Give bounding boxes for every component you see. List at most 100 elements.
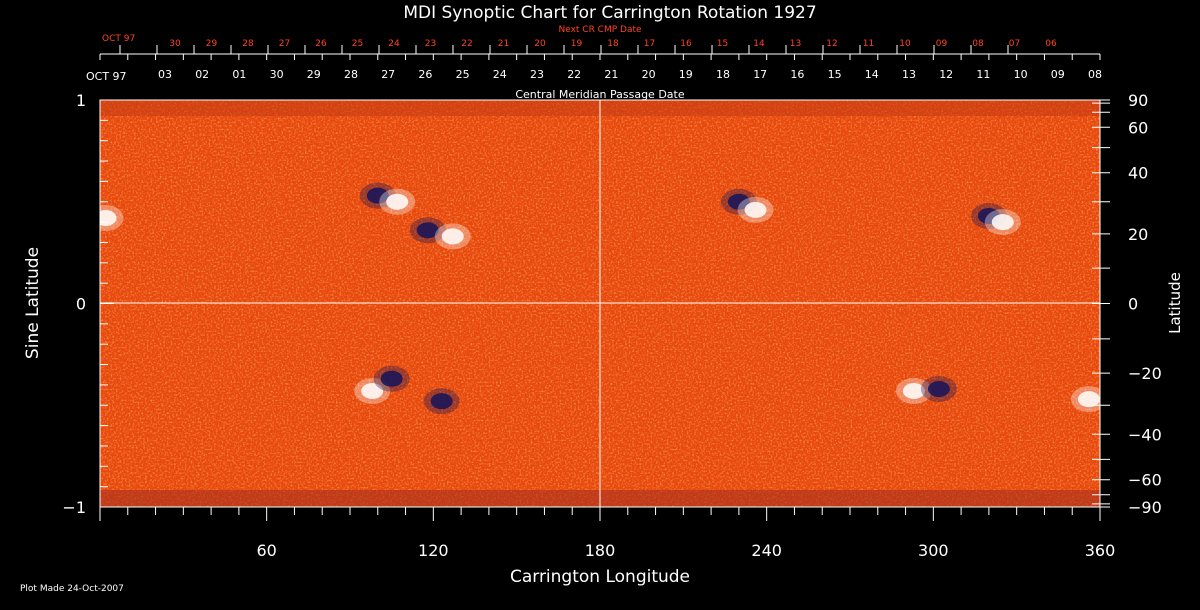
y-left-tick-label: −1 — [62, 498, 86, 517]
region-core — [416, 222, 439, 239]
cmp-date-label: 19 — [679, 68, 693, 81]
cmp-date-label: 22 — [567, 68, 581, 81]
cmp-axis-label: Central Meridian Passage Date — [515, 88, 684, 101]
next-cr-date-label: 26 — [315, 39, 327, 49]
next-cr-date-label: 15 — [717, 39, 728, 49]
y-right-tick-label: 0 — [1128, 295, 1138, 314]
x-axis-ticks — [99, 507, 1101, 521]
next-cr-date-label: 30 — [169, 39, 181, 49]
x-tick-label: 120 — [418, 541, 449, 560]
next-cr-date-label: 06 — [1045, 39, 1057, 49]
next-cr-date-label: 09 — [936, 39, 948, 49]
active-regions — [100, 182, 1100, 415]
cmp-date-label: 14 — [865, 68, 879, 81]
positive-region — [895, 378, 932, 405]
next-cr-date-label: 10 — [899, 39, 911, 49]
next-cr-date-label: 13 — [790, 39, 801, 49]
negative-region — [423, 388, 460, 415]
cmp-date-label: 29 — [307, 68, 321, 81]
region-core — [744, 201, 767, 218]
cmp-date-label: 23 — [530, 68, 544, 81]
cmp-date-label: 16 — [790, 68, 804, 81]
next-cr-date-label: 14 — [753, 39, 765, 49]
cmp-date-label: 24 — [493, 68, 507, 81]
positive-region — [737, 196, 774, 223]
next-cr-date-labels: 30 29 28 27 26 25 24 23 22 21 20 19 18 17 16 15 14 13 12 11… — [169, 39, 1057, 49]
cmp-date-label: 08 — [1088, 68, 1102, 81]
next-cr-month: OCT 97 — [102, 34, 135, 44]
cmp-date-label: 20 — [642, 68, 656, 81]
cmp-date-label: 02 — [195, 68, 209, 81]
positive-region — [984, 209, 1021, 236]
cmp-date-label: 12 — [939, 68, 953, 81]
next-cr-date-label: 16 — [680, 39, 692, 49]
x-tick-label: 60 — [256, 541, 276, 560]
region-core — [902, 383, 925, 400]
y-right-tick-label: 40 — [1128, 164, 1148, 183]
cmp-date-labels: 03 02 01 30 29 28 27 26 25 24 23 22 21 20 19 18 17 16 15 14… — [158, 68, 1102, 81]
cmp-date-label: 27 — [381, 68, 395, 81]
cmp-axis-ticks — [99, 45, 1101, 60]
negative-region — [920, 375, 957, 402]
y-right-tick-label: 90 — [1128, 91, 1148, 110]
next-cr-date-label: 23 — [425, 39, 436, 49]
cmp-date-label: 18 — [716, 68, 730, 81]
y-left-ticks: 1 0 −1 — [62, 91, 114, 517]
positive-region — [379, 188, 416, 215]
cmp-date-label: 13 — [902, 68, 916, 81]
x-tick-labels: 60 120 180 240 300 360 — [256, 541, 1115, 560]
next-cr-date-label: 18 — [607, 39, 619, 49]
region-core — [366, 187, 389, 204]
next-cr-date-label: 20 — [534, 39, 546, 49]
y-right-tick-label: 20 — [1128, 225, 1148, 244]
cmp-date-label: 17 — [753, 68, 767, 81]
y-right-tick-label: −60 — [1128, 471, 1162, 490]
cmp-month: OCT 97 — [86, 70, 127, 83]
cmp-date-label: 25 — [456, 68, 470, 81]
x-tick-label: 180 — [585, 541, 616, 560]
next-cr-date-label: 07 — [1009, 39, 1020, 49]
next-cr-date-label: 08 — [972, 39, 984, 49]
positive-region — [1070, 386, 1100, 413]
next-cr-date-label: 19 — [571, 39, 583, 49]
next-cr-date-label: 24 — [388, 39, 400, 49]
x-tick-label: 300 — [918, 541, 949, 560]
next-cr-date-label: 21 — [498, 39, 509, 49]
next-cr-date-label: 11 — [863, 39, 874, 49]
next-cr-label: Next CR CMP Date — [558, 25, 642, 35]
region-core — [727, 193, 750, 210]
y-axis-label-right: Latitude — [1166, 272, 1184, 334]
cmp-date-label: 10 — [1014, 68, 1028, 81]
negative-region — [409, 217, 446, 244]
next-cr-date-label: 25 — [352, 39, 363, 49]
y-right-tick-label: 60 — [1128, 118, 1148, 137]
cmp-date-label: 11 — [976, 68, 990, 81]
y-right-tick-label: −20 — [1128, 364, 1162, 383]
cmp-date-label: 30 — [270, 68, 284, 81]
plot-made-note: Plot Made 24-Oct-2007 — [20, 584, 124, 594]
next-cr-date-label: 12 — [826, 39, 837, 49]
cmp-date-label: 26 — [418, 68, 432, 81]
next-cr-date-label: 17 — [644, 39, 655, 49]
region-core — [991, 214, 1014, 231]
region-core — [100, 210, 117, 227]
positive-region — [434, 223, 471, 250]
region-core — [441, 228, 464, 245]
x-tick-label: 240 — [751, 541, 782, 560]
next-cr-date-label: 28 — [242, 39, 254, 49]
region-core — [380, 370, 403, 387]
x-tick-label: 360 — [1085, 541, 1116, 560]
cmp-date-label: 03 — [158, 68, 172, 81]
region-core — [430, 393, 453, 410]
y-right-tick-label: −90 — [1128, 498, 1162, 517]
y-axis-label-left: Sine Latitude — [23, 247, 43, 359]
chart-title: MDI Synoptic Chart for Carrington Rotati… — [403, 3, 816, 23]
y-right-ticks: 90 60 40 20 0 −20 −40 −60 −90 — [1092, 91, 1162, 517]
region-core — [1077, 391, 1100, 408]
x-axis-label: Carrington Longitude — [510, 567, 690, 587]
cmp-date-label: 09 — [1051, 68, 1065, 81]
cmp-date-label: 28 — [344, 68, 358, 81]
positive-region — [100, 205, 124, 232]
next-cr-date-label: 27 — [279, 39, 290, 49]
